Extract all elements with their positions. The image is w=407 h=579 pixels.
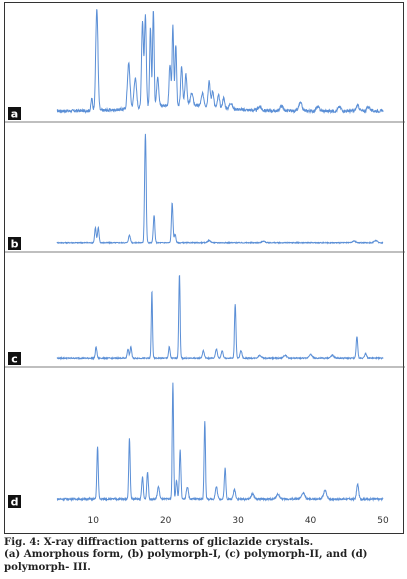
panel-label-box-a <box>8 107 21 120</box>
caption-line-2: polymorph- III. <box>4 560 91 573</box>
panel-label-box-c <box>8 352 21 365</box>
series-line-a <box>56 9 384 115</box>
figure-caption: Fig. 4: X-ray diffraction patterns of gl… <box>4 536 404 573</box>
xrd-plot: a b c d 10 20 30 40 50 <box>5 9 405 526</box>
panel-label-b: b <box>11 238 19 251</box>
figure-frame: a b c d 10 20 30 40 50 <box>4 2 405 534</box>
x-tick-label: 40 <box>305 516 317 526</box>
x-tick-label: 50 <box>377 516 389 526</box>
x-tick-label: 30 <box>232 516 244 526</box>
x-tick-label: 10 <box>87 516 99 526</box>
panel-label-box-b <box>8 237 21 250</box>
panel-label-d: d <box>11 496 19 509</box>
caption-title: Fig. 4: X-ray diffraction patterns of gl… <box>4 536 314 548</box>
series-line-b <box>56 133 384 245</box>
series-line-c <box>56 274 384 361</box>
caption-line-1: (a) Amorphous form, (b) polymorph-I, (c)… <box>4 548 368 561</box>
series-line-d <box>56 382 384 502</box>
panel-label-c: c <box>11 353 18 366</box>
panel-label-box-d <box>8 495 21 508</box>
panel-label-a: a <box>11 108 18 121</box>
x-tick-label: 20 <box>160 516 172 526</box>
